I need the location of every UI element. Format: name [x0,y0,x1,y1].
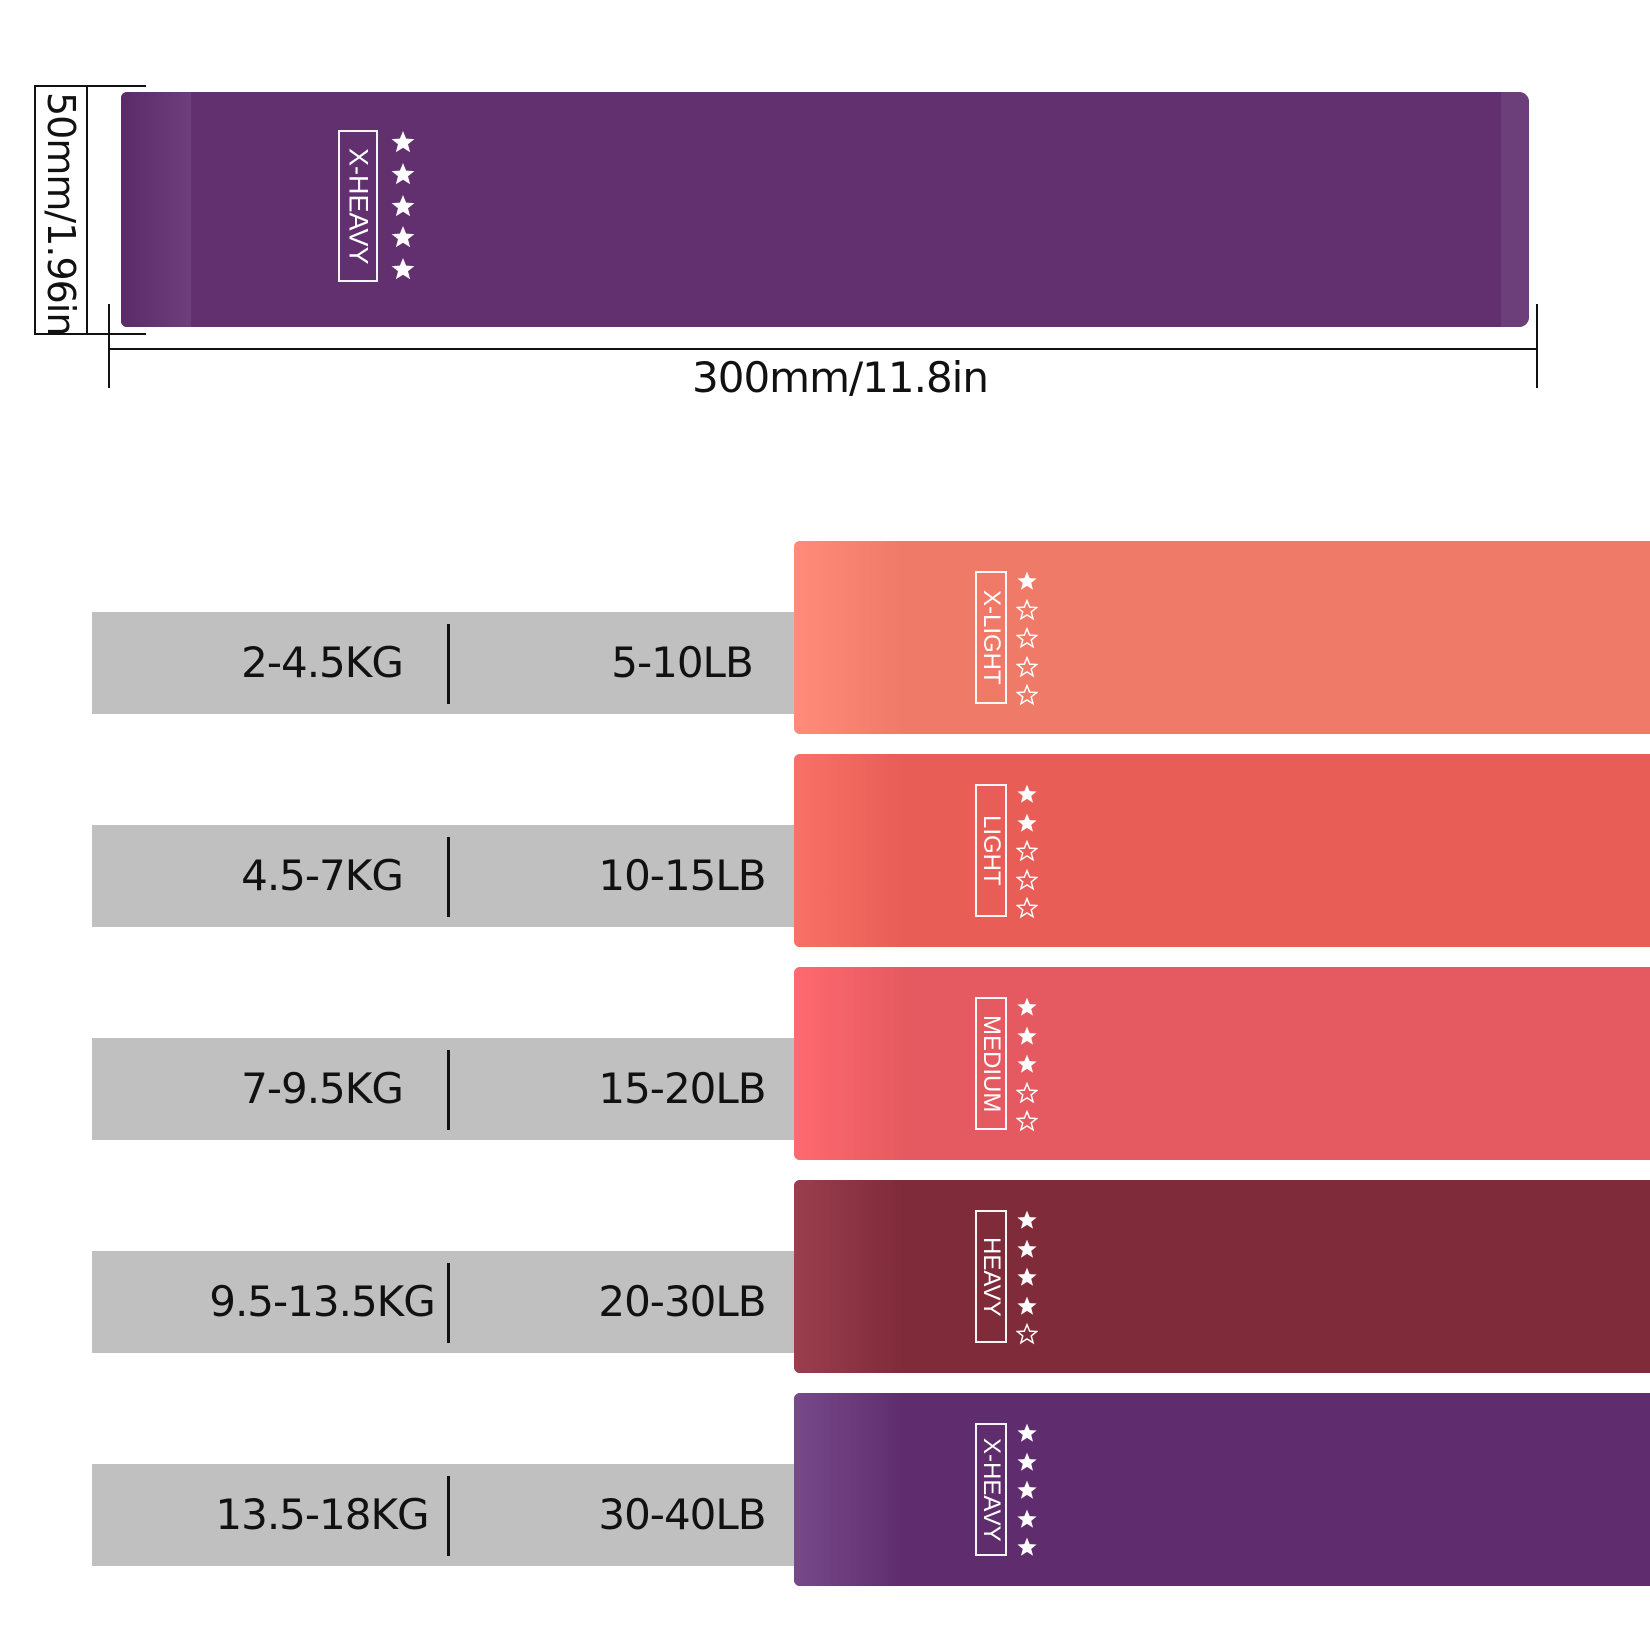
weight-range-divider [447,1476,450,1556]
star-filled-icon [1017,1239,1037,1258]
resistance-band-star-rating [1015,1422,1039,1558]
height-dimension-label: 50mm/1.96in [39,92,83,336]
width-dimension-tick-left [108,304,110,388]
weight-range-plate: 7-9.5KG 15-20LB [92,1038,794,1140]
star-filled-icon [1017,1480,1037,1499]
resistance-band-label-box: LIGHT [975,784,1007,917]
resistance-band-label: HEAVY [978,1236,1005,1317]
star-outline-icon [1016,655,1038,677]
star-filled-icon [1017,1026,1037,1045]
star-outline-icon [1016,598,1038,620]
resistance-band-label: LIGHT [978,815,1005,886]
resistance-band-label: X-HEAVY [978,1437,1005,1542]
star-outline-icon [1016,684,1038,706]
resistance-band-star-rating [1015,996,1039,1132]
star-filled-icon [1017,1210,1037,1229]
weight-range-kg: 9.5-13.5KG [209,1277,436,1326]
star-filled-icon [1017,1054,1037,1073]
resistance-band: LIGHT [794,754,1650,947]
hero-band-label: X-HEAVY [343,147,374,265]
resistance-band-label-box: MEDIUM [975,997,1007,1130]
star-filled-icon [391,257,415,280]
weight-range-kg: 4.5-7KG [241,851,404,900]
star-outline-icon [1016,868,1038,890]
resistance-levels: 2-4.5KG 5-10LB X-LIGHT 4.5-7KG 10-15LB LIGHT 7… [0,540,1650,1650]
weight-range-divider [447,624,450,704]
weight-range-divider [447,1263,450,1343]
weight-range-lb: 5-10LB [611,638,754,687]
star-outline-icon [1016,897,1038,919]
resistance-band: HEAVY [794,1180,1650,1373]
star-filled-icon [1017,1537,1037,1556]
weight-range-plate: 9.5-13.5KG 20-30LB [92,1251,794,1353]
star-filled-icon [1017,1452,1037,1471]
weight-range-lb: 10-15LB [598,851,766,900]
hero-band-star-rating [389,129,417,282]
weight-range-plate: 13.5-18KG 30-40LB [92,1464,794,1566]
resistance-band-label-box: HEAVY [975,1210,1007,1343]
hero-band-label-box: X-HEAVY [338,130,378,282]
star-outline-icon [1016,1323,1038,1345]
star-outline-icon [1016,1110,1038,1132]
resistance-band: X-LIGHT [794,541,1650,734]
resistance-band-shade [794,1393,904,1586]
height-dimension-line [86,86,88,334]
height-dimension-tick-bottom [34,333,146,335]
star-filled-icon [391,130,415,153]
resistance-band-label: MEDIUM [978,1014,1005,1113]
star-filled-icon [1017,1296,1037,1315]
hero-band-shade [121,92,191,327]
resistance-band-shade [794,1180,904,1373]
star-outline-icon [1016,840,1038,862]
height-dimension-tick-side [34,85,36,335]
star-filled-icon [391,162,415,185]
weight-range-plate: 4.5-7KG 10-15LB [92,825,794,927]
resistance-band-star-rating [1015,1209,1039,1345]
star-outline-icon [1016,627,1038,649]
resistance-band-label-box: X-HEAVY [975,1423,1007,1556]
weight-range-plate: 2-4.5KG 5-10LB [92,612,794,714]
weight-range-kg: 7-9.5KG [241,1064,404,1113]
resistance-band: X-HEAVY [794,1393,1650,1586]
resistance-band: MEDIUM [794,967,1650,1160]
star-outline-icon [1016,1081,1038,1103]
star-filled-icon [1017,1267,1037,1286]
weight-range-kg: 13.5-18KG [215,1490,429,1539]
star-filled-icon [391,194,415,216]
weight-range-divider [447,837,450,917]
resistance-band-shade [794,754,904,947]
weight-range-divider [447,1050,450,1130]
star-filled-icon [1017,1423,1037,1442]
weight-range-lb: 15-20LB [598,1064,766,1113]
hero-band-figure: X-HEAVY 50mm/1.96in 300mm/11.8in [0,0,1650,420]
resistance-band-label: X-LIGHT [978,590,1005,685]
star-filled-icon [1017,571,1037,590]
resistance-band-star-rating [1015,570,1039,706]
star-filled-icon [1017,997,1037,1016]
width-dimension-line [108,348,1538,350]
resistance-band-shade [794,541,904,734]
hero-band: X-HEAVY [121,92,1529,327]
weight-range-kg: 2-4.5KG [241,638,404,687]
width-dimension-tick-right [1536,304,1538,388]
resistance-band-star-rating [1015,783,1039,919]
star-filled-icon [1017,784,1037,803]
resistance-band-label-box: X-LIGHT [975,571,1007,704]
resistance-band-shade [794,967,904,1160]
star-filled-icon [391,226,415,248]
weight-range-lb: 30-40LB [598,1490,766,1539]
weight-range-lb: 20-30LB [598,1277,766,1326]
width-dimension-label: 300mm/11.8in [692,353,989,402]
height-dimension-tick-top [34,85,146,87]
star-filled-icon [1017,1509,1037,1528]
star-filled-icon [1017,813,1037,832]
